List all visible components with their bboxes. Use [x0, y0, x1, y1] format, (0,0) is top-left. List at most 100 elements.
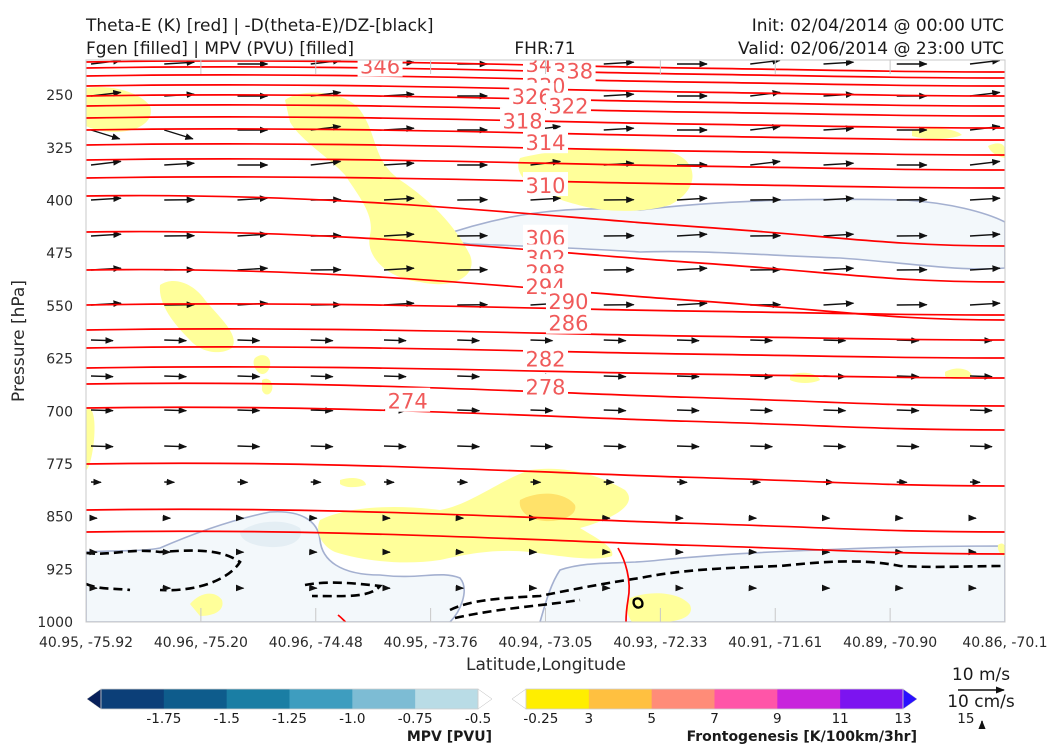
colorbar-frame: [100, 688, 479, 710]
theta-e-line: [86, 366, 1005, 379]
theta-e-label-halo: [545, 309, 591, 334]
theta-e-label: 314: [525, 131, 565, 155]
wind-vector-arrow: [603, 373, 627, 380]
wind-vector-arrow: [676, 231, 708, 239]
theta-e-line: [86, 346, 1005, 359]
theta-e-label: 286: [548, 312, 588, 336]
wind-vector-arrow: [676, 300, 708, 308]
x-tick-label: 40.96, -75.20: [154, 635, 248, 651]
y-tick-label: 850: [46, 510, 73, 526]
wind-vector-arrow: [164, 129, 194, 140]
wind-vector-arrow: [383, 443, 407, 450]
dthetae-contour-mid-low: [304, 581, 383, 598]
wind-vector-arrow: [969, 443, 993, 450]
fgen-region-column: [285, 92, 472, 285]
wind-vector-arrow: [237, 265, 269, 273]
x-tick-label: 40.95, -75.92: [39, 635, 133, 651]
colorbar-swatch: [415, 689, 479, 709]
wind-vector-arrow: [457, 373, 481, 380]
wind-vector-arrow: [310, 407, 334, 414]
wind-vector-arrow: [383, 195, 415, 203]
colorbar-tick-label: 5: [647, 711, 656, 727]
colorbar-tick-label: 7: [710, 711, 719, 727]
vector-key-horizontal: 10 m/s: [952, 665, 1010, 685]
wind-vector-arrow: [90, 337, 114, 344]
theta-e-vertical-segment: [617, 547, 630, 622]
wind-vector-arrow: [750, 123, 781, 131]
wind-vector-arrow: [164, 337, 188, 344]
theta-e-line: [86, 128, 1005, 141]
wind-vector-arrow: [823, 265, 855, 273]
theta-e-line: [86, 508, 1005, 533]
x-tick-label: 40.89, -70.90: [843, 635, 937, 651]
fgen-region-low-right: [627, 593, 691, 622]
x-tick-label: 40.95, -73.76: [384, 635, 478, 651]
wind-vector-arrow: [969, 158, 1001, 166]
fgen-filled-regions: [86, 86, 1005, 622]
wind-vector-arrow: [750, 373, 774, 380]
theta-e-line: [86, 84, 1005, 97]
wind-vector-arrow: [896, 407, 920, 414]
y-tick-label: 325: [46, 141, 73, 157]
theta-e-label: 282: [525, 348, 565, 372]
colorbar-tick-label: 13: [894, 711, 911, 727]
theta-e-label: 274: [388, 390, 428, 414]
theta-e-line: [86, 462, 1005, 487]
wind-vector-arrow: [823, 125, 855, 133]
colorbar-tick-label: -0.25: [523, 711, 558, 727]
colorbar-swatch: [777, 689, 841, 709]
theta-e-label: 326: [512, 85, 552, 109]
fgen-colorbar: 3 5 7 9 11 13 15: [511, 688, 974, 727]
colorbar-swatch: [352, 689, 416, 709]
colorbar-tick-label: 15: [957, 711, 974, 727]
colorbar-swatch: [289, 689, 353, 709]
wind-vector-arrow: [90, 443, 114, 450]
wind-vector-arrow: [676, 195, 708, 203]
wind-vector-arrow: [823, 443, 847, 450]
wind-vector-arrow: [530, 443, 554, 450]
theta-e-label-halo: [523, 172, 568, 197]
y-tick-label: 775: [46, 457, 73, 473]
colorbar-tick-label: -1.0: [339, 711, 365, 727]
theta-e-line: [86, 104, 1005, 117]
colorbar-tick-label: -1.25: [272, 711, 307, 727]
wind-vector-arrow: [676, 407, 700, 414]
wind-vector-arrow: [823, 60, 855, 67]
theta-e-line: [86, 158, 1005, 171]
theta-e-line: [86, 94, 1005, 107]
wind-vector-arrow: [237, 373, 261, 380]
theta-e-label-halo: [523, 345, 568, 370]
fgen-region-spot-2: [262, 378, 273, 395]
forecast-hour: FHR:71: [514, 39, 575, 59]
wind-vector-arrow: [969, 265, 1001, 273]
x-tick-label: 40.93, -72.33: [613, 635, 707, 651]
wind-vector-arrow: [383, 265, 415, 273]
wind-vector-arrow: [603, 125, 635, 133]
wind-vector-arrow: [90, 158, 122, 166]
theta-e-label-halo: [523, 129, 568, 154]
colorbar-swatch: [226, 689, 290, 709]
init-time: Init: 02/04/2014 @ 00:00 UTC: [752, 16, 1004, 36]
theta-e-line: [86, 143, 1005, 156]
fgen-region-left-edge: [86, 408, 95, 470]
wind-vector-arrow: [823, 407, 847, 414]
colorbar-swatch: [714, 689, 778, 709]
dthetae-contour-right: [449, 560, 1005, 612]
mpv-colorbar-label: MPV [PVU]: [407, 729, 492, 745]
title-line-1: Theta-E (K) [red] | -D(theta-E)/DZ-[blac…: [85, 16, 434, 36]
wind-vector-arrow: [823, 337, 847, 344]
vector-key-vertical: 10 cm/s: [947, 692, 1015, 712]
wind-vector-arrow: [237, 443, 261, 450]
theta-e-line: [86, 66, 1005, 79]
wind-vector-arrow: [164, 407, 188, 414]
wind-vector-arrow: [383, 373, 407, 380]
theta-e-line: [86, 530, 1005, 555]
x-axis-label: Latitude,Longitude: [466, 655, 626, 675]
valid-time: Valid: 02/06/2014 @ 23:00 UTC: [738, 39, 1004, 59]
colorbar-extend-left: [511, 688, 527, 710]
y-axis: 250 325 400 475 550 625 700 775 850 925 1000: [37, 88, 73, 631]
wind-vector-arrow: [603, 91, 635, 99]
theta-e-line: [86, 382, 1005, 407]
x-tick-label: 40.94, -73.05: [498, 635, 592, 651]
